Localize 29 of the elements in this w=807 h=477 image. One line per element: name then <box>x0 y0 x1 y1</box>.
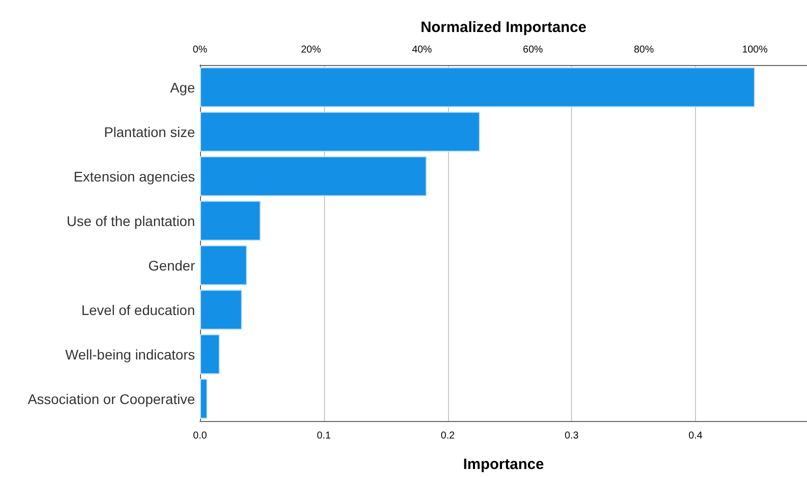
bar <box>200 378 208 419</box>
x-tick-label: 0.2 <box>440 430 456 442</box>
x2-tick-label: 60% <box>522 44 544 56</box>
x-axis-title: Importance <box>463 456 544 473</box>
bar <box>200 112 480 152</box>
x2-tick-label: 80% <box>634 44 654 56</box>
x2-tick-label: 20% <box>300 44 322 56</box>
x-tick-label: 0.0 <box>193 430 208 442</box>
y-tick-label: Well-being indicators <box>65 346 195 362</box>
x-tick-label: 0.4 <box>688 430 703 442</box>
y-tick-label: Gender <box>148 257 196 274</box>
bar <box>200 156 427 196</box>
x2-tick-label: 0% <box>192 44 208 56</box>
bar <box>200 245 248 286</box>
x-tick-label: 0.3 <box>564 430 580 442</box>
bar <box>200 334 220 374</box>
x2-axis-title: Normalized Importance <box>420 19 586 36</box>
bar <box>200 290 242 330</box>
y-tick-label: Association or Cooperative <box>28 390 196 407</box>
y-tick-label: Extension agencies <box>74 168 195 184</box>
x2-tick-label: 40% <box>412 44 432 56</box>
bar <box>200 200 261 241</box>
bar <box>200 67 755 108</box>
y-tick-label: Age <box>170 79 196 96</box>
y-tick-label: Plantation size <box>104 124 196 140</box>
y-tick-label: Level of education <box>81 302 195 318</box>
x2-tick-label: 100% <box>742 44 768 56</box>
y-tick-label: Use of the plantation <box>66 212 195 229</box>
x-tick-label: 0.1 <box>316 430 332 442</box>
